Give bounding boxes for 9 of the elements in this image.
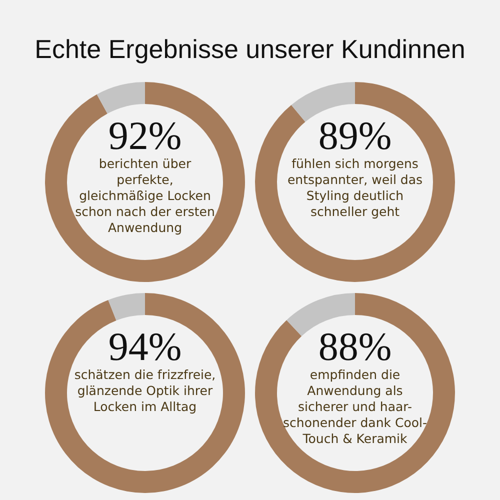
text: fühlen sich morgens entspannter, weil das Styling deutlich schneller geht: [286, 156, 424, 220]
text: schätzen die frizzfreie, glänzende Optik ihrer Locken im Alltag: [73, 367, 217, 415]
text: berichten über perfekte, gleichmäßige Locken schon nach der ersten Anwendung: [74, 156, 216, 236]
data-label: 94%: [107, 324, 183, 369]
data-label: 92%: [107, 113, 183, 158]
data-label: 88%: [317, 324, 393, 369]
text: empfinden die Anwendung als sicherer und haar-schonender dank Cool-Touch & Keramik: [283, 367, 427, 447]
chart-title: Echte Ergebnisse unserer Kundinnen: [34, 34, 466, 65]
data-label: 89%: [317, 113, 393, 158]
